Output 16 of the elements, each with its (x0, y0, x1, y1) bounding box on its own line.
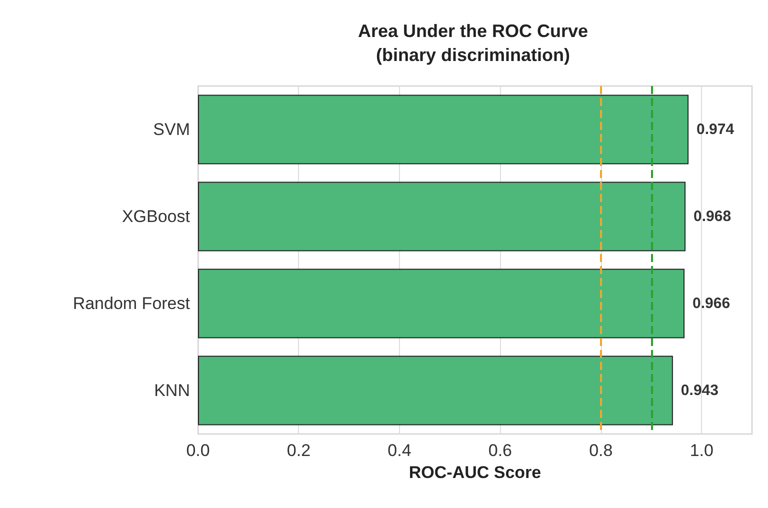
x-tick-label: 1.0 (690, 441, 714, 460)
data-label: 0.968 (694, 208, 732, 225)
x-tick-label: 0.8 (589, 441, 613, 460)
x-tick-label: 0.6 (488, 441, 512, 460)
x-tick-label: 0.2 (286, 441, 311, 460)
y-tick-label: KNN (154, 381, 190, 400)
y-tick-label: SVM (153, 120, 190, 139)
x-tick-label: 0.0 (186, 441, 210, 460)
data-label: 0.966 (692, 295, 730, 312)
chart-title: Area Under the ROC Curve (binary discrimination) (358, 21, 588, 65)
x-tick-label: 0.4 (388, 441, 412, 460)
y-tick-label: XGBoost (122, 207, 190, 226)
data-label: 0.974 (696, 121, 735, 138)
y-tick-label: Random Forest (72, 294, 190, 313)
x-axis-title: ROC-AUC Score (408, 463, 542, 482)
data-label: 0.943 (680, 382, 718, 399)
